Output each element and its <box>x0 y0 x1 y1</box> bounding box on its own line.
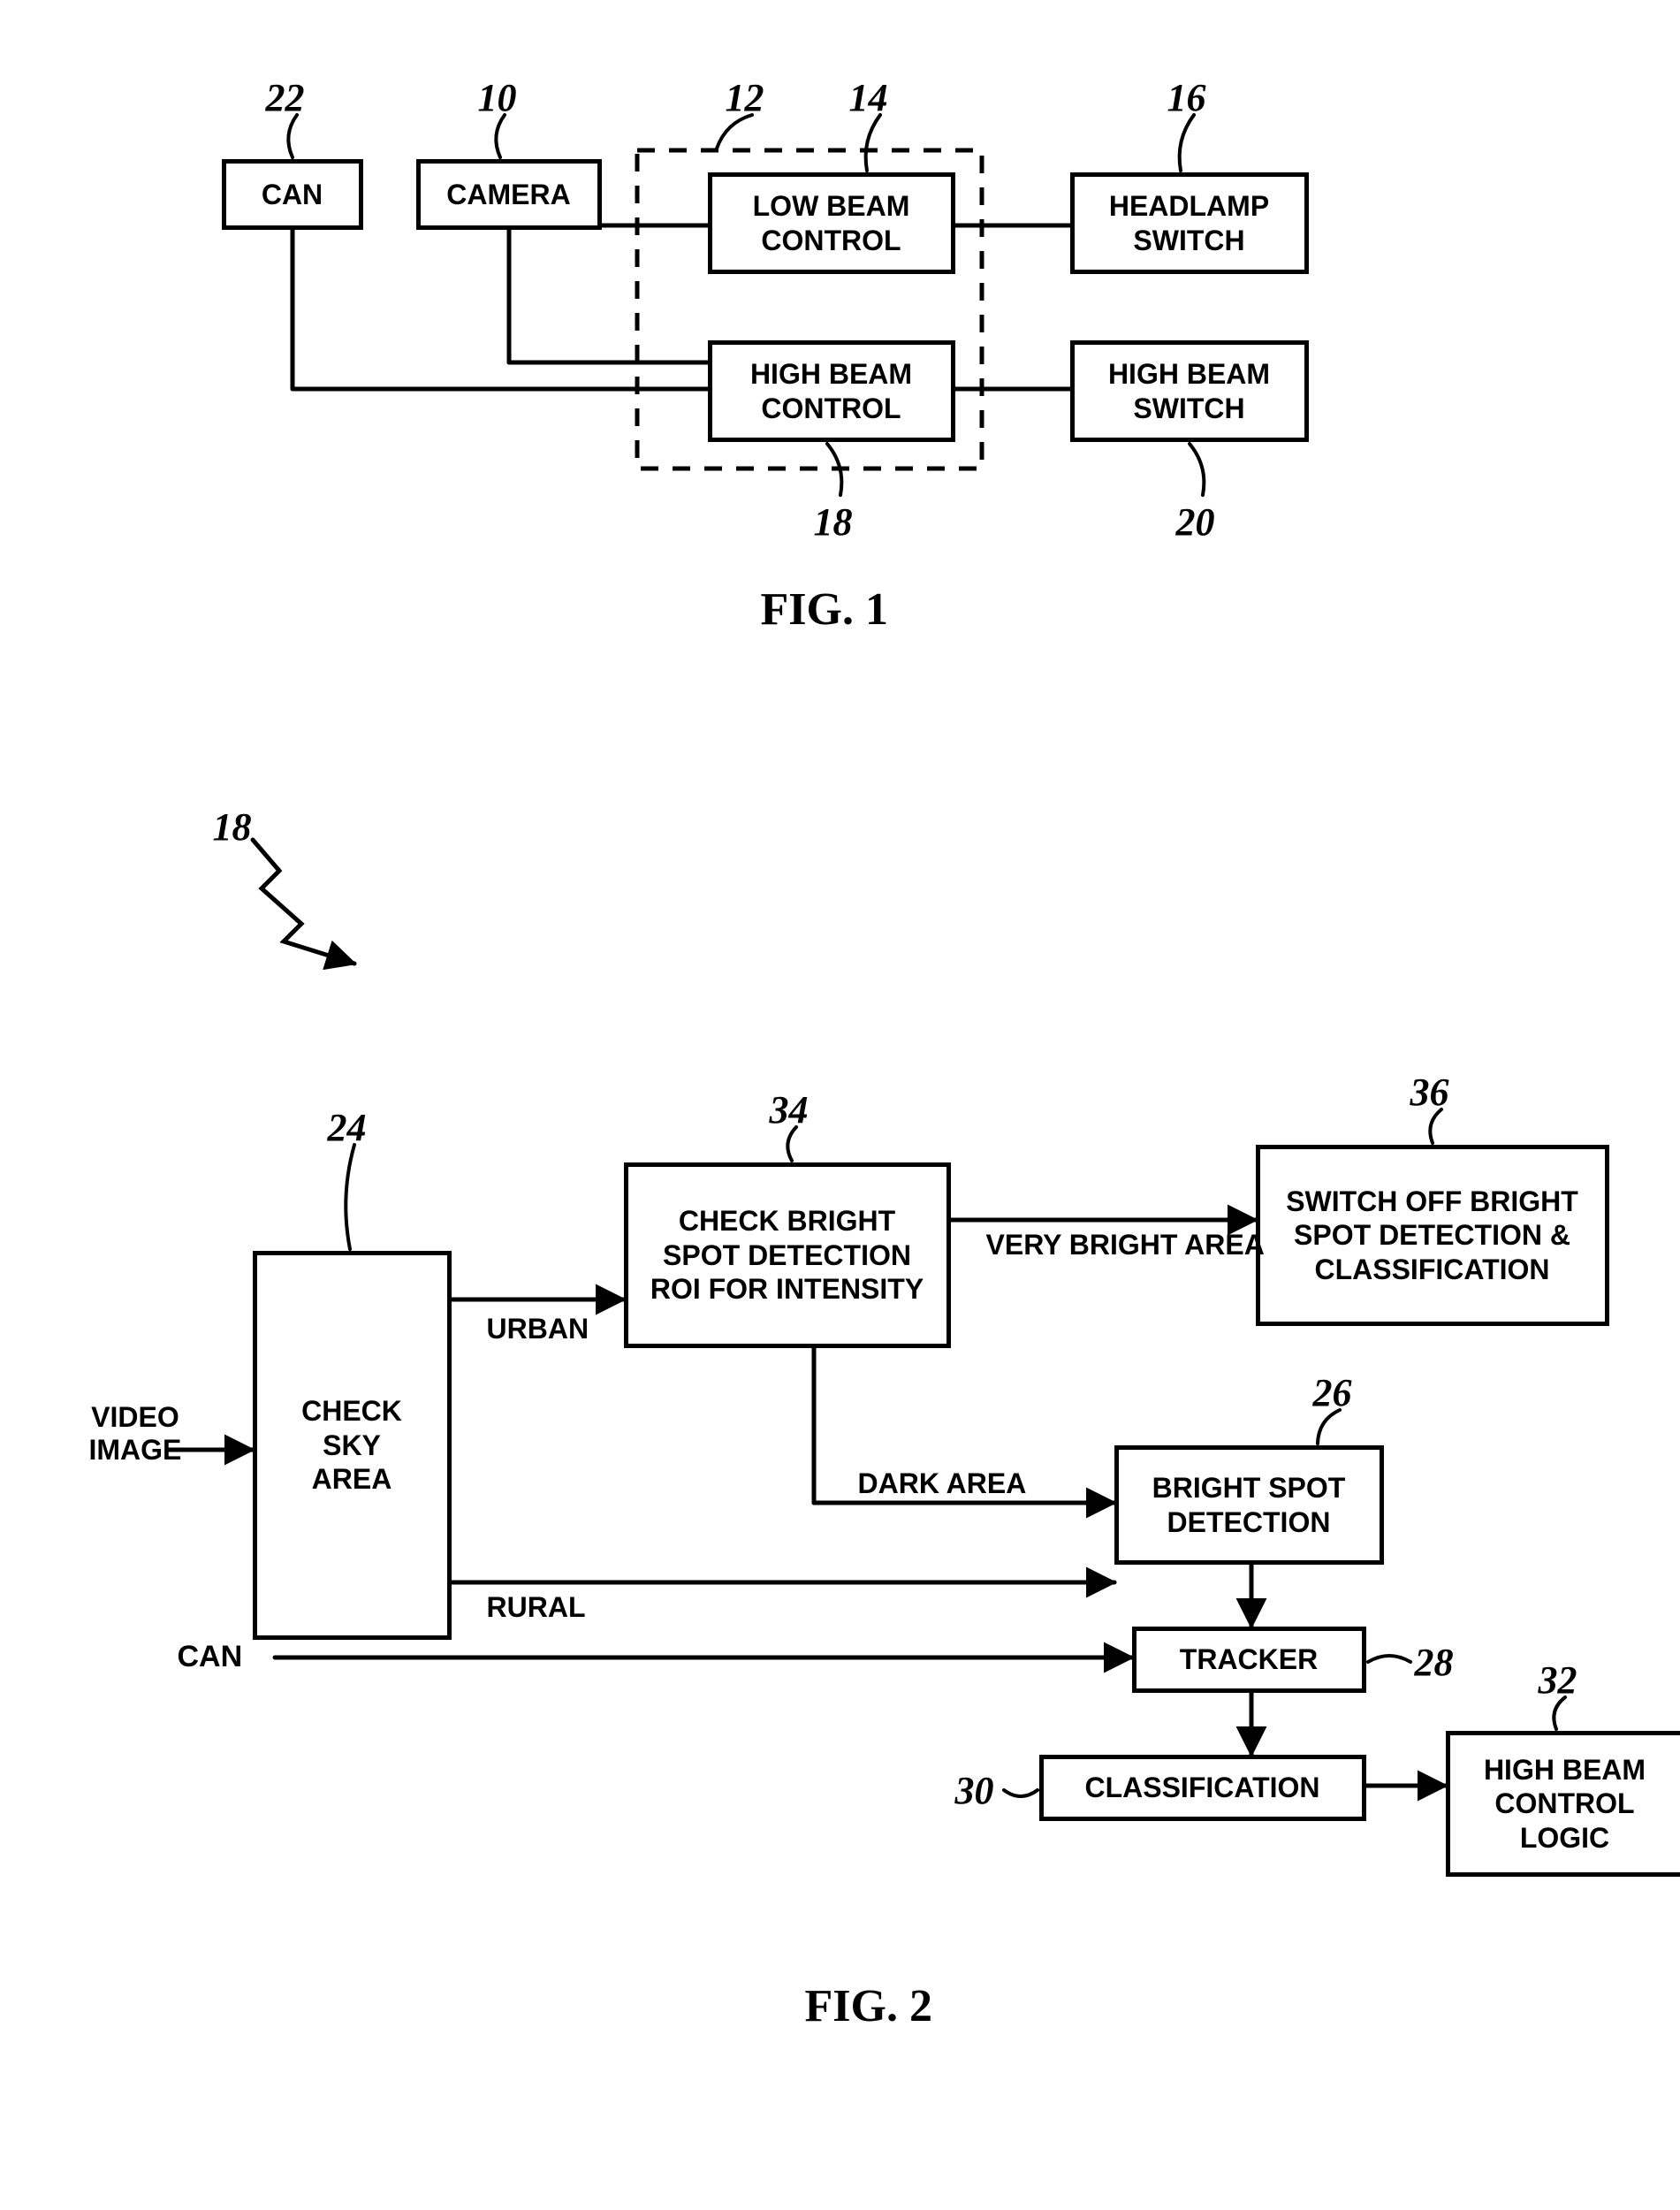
block-text: CAMERA <box>446 178 570 211</box>
refnum-sky: 24 <box>328 1105 367 1150</box>
refnum-class: 30 <box>955 1768 994 1813</box>
block-text: BRIGHT SPOTDETECTION <box>1152 1471 1346 1539</box>
block-text: HIGH BEAMCONTROL <box>750 357 912 425</box>
block-off: SWITCH OFF BRIGHTSPOT DETECTION &CLASSIF… <box>1256 1145 1609 1326</box>
block-text: HIGH BEAMCONTROLLOGIC <box>1484 1753 1646 1855</box>
label-rural: RURAL <box>487 1591 586 1624</box>
block-text: TRACKER <box>1180 1642 1318 1676</box>
refnum-camera: 10 <box>478 75 517 120</box>
block-camera: CAMERA <box>416 159 602 230</box>
refnum-group-12: 12 <box>726 75 764 120</box>
refnum-tracker: 28 <box>1415 1640 1454 1685</box>
block-hlswitch: HEADLAMPSWITCH <box>1070 172 1309 274</box>
refnum-hbswitch: 20 <box>1176 499 1215 545</box>
block-text: CHECK BRIGHTSPOT DETECTIONROI FOR INTENS… <box>650 1204 924 1306</box>
refnum-highbeam: 18 <box>814 499 853 545</box>
label-can-input: CAN <box>178 1640 243 1674</box>
block-hbswitch: HIGH BEAMSWITCH <box>1070 340 1309 442</box>
block-highbeam: HIGH BEAMCONTROL <box>708 340 955 442</box>
refnum-bsd: 26 <box>1313 1370 1352 1415</box>
fig1-caption: FIG. 1 <box>761 583 888 636</box>
block-logic: HIGH BEAMCONTROLLOGIC <box>1446 1731 1680 1877</box>
block-class: CLASSIFICATION <box>1039 1755 1366 1821</box>
refnum-lowbeam: 14 <box>849 75 888 120</box>
block-bsd: BRIGHT SPOTDETECTION <box>1114 1445 1384 1565</box>
block-text: CLASSIFICATION <box>1084 1771 1319 1804</box>
block-can: CAN <box>222 159 363 230</box>
refnum-logic: 32 <box>1539 1658 1577 1703</box>
label-vba: VERY BRIGHT AREA <box>986 1229 1265 1261</box>
label-video-input: VIDEOIMAGE <box>89 1401 182 1467</box>
label-urban: URBAN <box>487 1313 589 1345</box>
refnum-hlswitch: 16 <box>1167 75 1206 120</box>
block-check: CHECK BRIGHTSPOT DETECTIONROI FOR INTENS… <box>624 1162 951 1348</box>
refnum-off: 36 <box>1410 1070 1449 1115</box>
block-text: SWITCH OFF BRIGHTSPOT DETECTION &CLASSIF… <box>1286 1185 1578 1286</box>
refnum-can: 22 <box>266 75 305 120</box>
block-text: HIGH BEAMSWITCH <box>1108 357 1270 425</box>
label-dark: DARK AREA <box>858 1467 1027 1500</box>
block-sky: CHECKSKYAREA <box>253 1251 452 1640</box>
block-tracker: TRACKER <box>1132 1627 1366 1693</box>
refnum-check: 34 <box>770 1087 809 1132</box>
block-text: LOW BEAMCONTROL <box>753 189 910 257</box>
block-text: CAN <box>262 178 323 211</box>
block-lowbeam: LOW BEAMCONTROL <box>708 172 955 274</box>
refnum-fig2-pointer: 18 <box>213 804 252 850</box>
block-text: HEADLAMPSWITCH <box>1109 189 1269 257</box>
fig2-caption: FIG. 2 <box>805 1980 932 2032</box>
block-text: CHECKSKYAREA <box>301 1394 402 1496</box>
